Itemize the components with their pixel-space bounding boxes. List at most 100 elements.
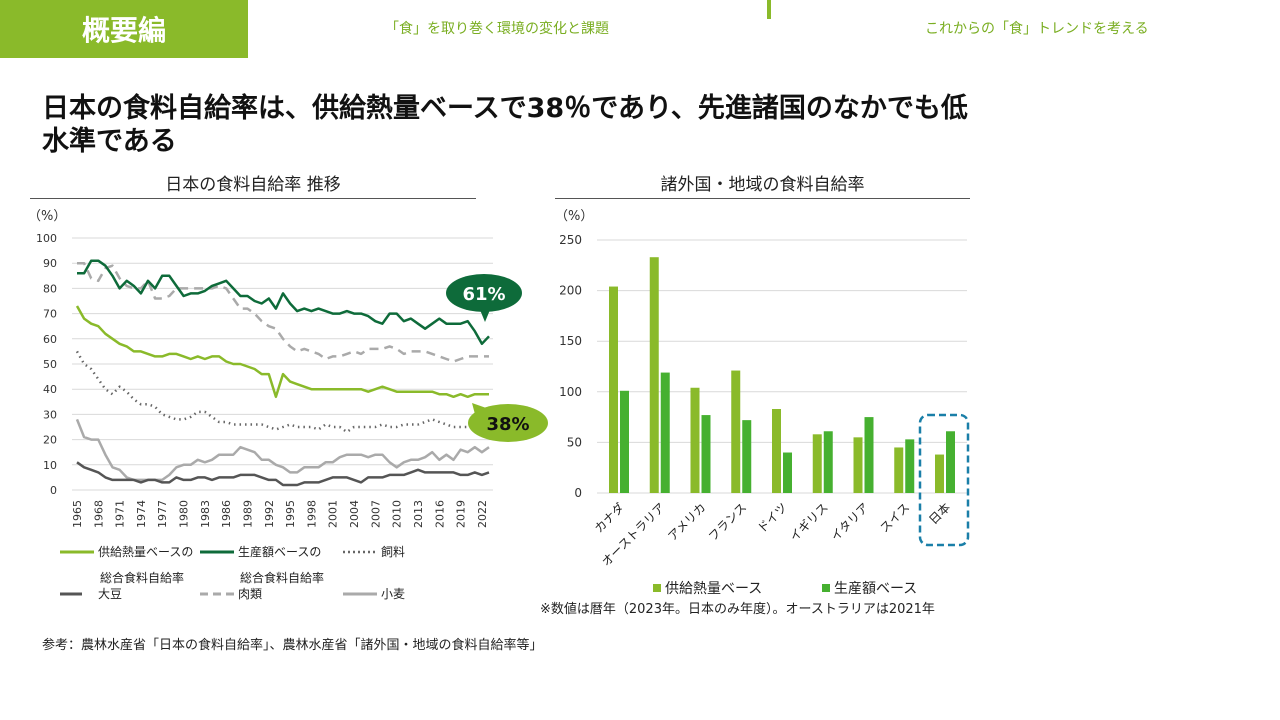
- legend-production: 生産額ベースの: [200, 543, 321, 560]
- bar-production: [864, 417, 874, 493]
- callout-38: [468, 404, 548, 442]
- y-tick-label: 0: [50, 484, 57, 497]
- bar-calorie: [609, 286, 618, 493]
- y-tick-label: 60: [43, 333, 57, 346]
- highlight-box: [918, 413, 970, 547]
- y-tick-label: 100: [36, 232, 57, 245]
- x-tick-label: 1992: [263, 500, 276, 528]
- series-line-3: [76, 461, 490, 487]
- x-tick-label: 2022: [476, 500, 489, 528]
- legend-label: 供給熱量ベース: [665, 581, 763, 597]
- section-badge: 概要編: [0, 0, 248, 58]
- x-tick-label: 2019: [455, 500, 468, 528]
- bar-production: [660, 372, 670, 493]
- y-axis-unit: （%）: [555, 209, 593, 224]
- bar-production: [946, 431, 955, 493]
- x-tick-label: フランス: [706, 500, 750, 544]
- x-tick-label: 1974: [135, 500, 148, 528]
- y-tick-label: 40: [43, 383, 57, 396]
- bar-production: [742, 420, 752, 493]
- legend-label: 供給熱量ベースの: [98, 545, 194, 559]
- x-tick-label: 2001: [327, 500, 340, 528]
- bar-production: [783, 452, 792, 493]
- legend-label: 生産額ベース: [834, 581, 918, 597]
- y-tick-label: 200: [559, 284, 582, 298]
- bar-calorie: [894, 447, 904, 493]
- x-tick-label: ドイツ: [755, 500, 790, 535]
- legend-label: 肉類: [238, 587, 263, 601]
- y-tick-label: 20: [43, 434, 57, 447]
- bar-production: [823, 431, 833, 493]
- bar-calorie: [649, 257, 659, 493]
- x-tick-label: 1965: [71, 500, 84, 528]
- nav-link-environment[interactable]: 「食」を取り巻く環境の変化と課題: [385, 21, 609, 37]
- callout-38-label: 38%: [486, 414, 529, 435]
- bar-production: [701, 415, 711, 493]
- x-tick-label: 1986: [220, 500, 233, 528]
- y-tick-label: 0: [574, 486, 582, 500]
- callout-61: [446, 274, 522, 312]
- x-tick-label: 1968: [92, 500, 105, 528]
- legend-label: 大豆: [98, 587, 123, 601]
- x-tick-label: イタリア: [828, 500, 872, 544]
- y-tick-label: 90: [43, 257, 57, 270]
- x-tick-label: イギリス: [787, 500, 831, 544]
- line-chart-title: 日本の食料自給率 推移: [30, 170, 476, 199]
- bar-production: [905, 439, 915, 493]
- bar-chart-note: ※数値は暦年（2023年。日本のみ年度）。オーストラリアは2021年: [540, 602, 935, 617]
- bar-calorie: [731, 370, 741, 493]
- legend-calorie-line2: 総合食料自給率: [100, 571, 185, 585]
- y-tick-label: 250: [559, 233, 582, 247]
- page-title: 日本の食料自給率は、供給熱量ベースで38％であり、先進諸国のなかでも低水準である: [42, 93, 968, 157]
- x-tick-label: 2013: [412, 500, 425, 528]
- bar-production: [620, 390, 629, 493]
- source-note: 参考：農林水産省「日本の食料自給率」、農林水産省「諸外国・地域の食料自給率等」: [42, 638, 543, 653]
- y-axis-unit: （%）: [28, 209, 66, 224]
- series-line-2: [75, 350, 490, 434]
- legend-soy: 大豆: [60, 585, 122, 602]
- line-chart: （%） 0 10 20 30 40 50 60 70 80 90 100 1965 1968 1971 197…: [28, 209, 548, 528]
- series-line-0: [75, 305, 489, 399]
- legend-production-bar: 生産額ベース: [822, 578, 917, 598]
- x-tick-label: 日本: [926, 500, 953, 527]
- legend-label: 飼料: [381, 545, 406, 559]
- x-tick-label: 2010: [391, 500, 404, 528]
- bar-calorie: [812, 434, 822, 493]
- x-tick-label: 1998: [305, 500, 318, 528]
- series-line-4: [77, 261, 489, 363]
- y-tick-label: 80: [43, 282, 57, 295]
- x-tick-label: 1980: [178, 500, 191, 528]
- x-tick-label: 1971: [114, 500, 127, 528]
- line-chart-legend: 供給熱量ベースの 総合食料自給率 生産額ベースの 総合食料自給率 飼料 大豆 肉…: [60, 543, 480, 603]
- x-tick-label: アメリカ: [665, 500, 708, 543]
- y-tick-label: 50: [43, 358, 57, 371]
- x-tick-label: 1983: [199, 500, 212, 528]
- bar-calorie: [935, 454, 944, 493]
- bar-calorie: [772, 409, 781, 493]
- legend-label: 小麦: [381, 587, 406, 601]
- bar-calorie: [853, 437, 863, 493]
- y-tick-label: 100: [559, 385, 582, 399]
- y-tick-label: 50: [567, 435, 582, 449]
- legend-swatch: [822, 584, 830, 592]
- y-tick-label: 30: [43, 408, 57, 421]
- legend-feed: 飼料: [343, 543, 405, 560]
- legend-production-line2: 総合食料自給率: [240, 571, 325, 585]
- bar-calorie: [690, 387, 700, 493]
- x-tick-label: 1995: [284, 500, 297, 528]
- x-tick-label: スイス: [877, 500, 912, 535]
- x-tick-label: 1989: [241, 500, 254, 528]
- x-tick-label: 1977: [156, 500, 169, 528]
- y-tick-label: 70: [43, 308, 57, 321]
- series-line-1: [77, 259, 490, 346]
- nav-divider: [767, 0, 771, 19]
- y-tick-label: 10: [43, 459, 57, 472]
- legend-label: 生産額ベースの: [238, 545, 322, 559]
- y-tick-label: 150: [559, 334, 582, 348]
- nav-link-trends[interactable]: これからの「食」トレンドを考える: [925, 21, 1149, 37]
- legend-meat: 肉類: [200, 585, 262, 602]
- legend-wheat: 小麦: [343, 585, 405, 602]
- callout-61-label: 61%: [462, 284, 505, 305]
- legend-calorie: 供給熱量ベースの: [60, 543, 193, 560]
